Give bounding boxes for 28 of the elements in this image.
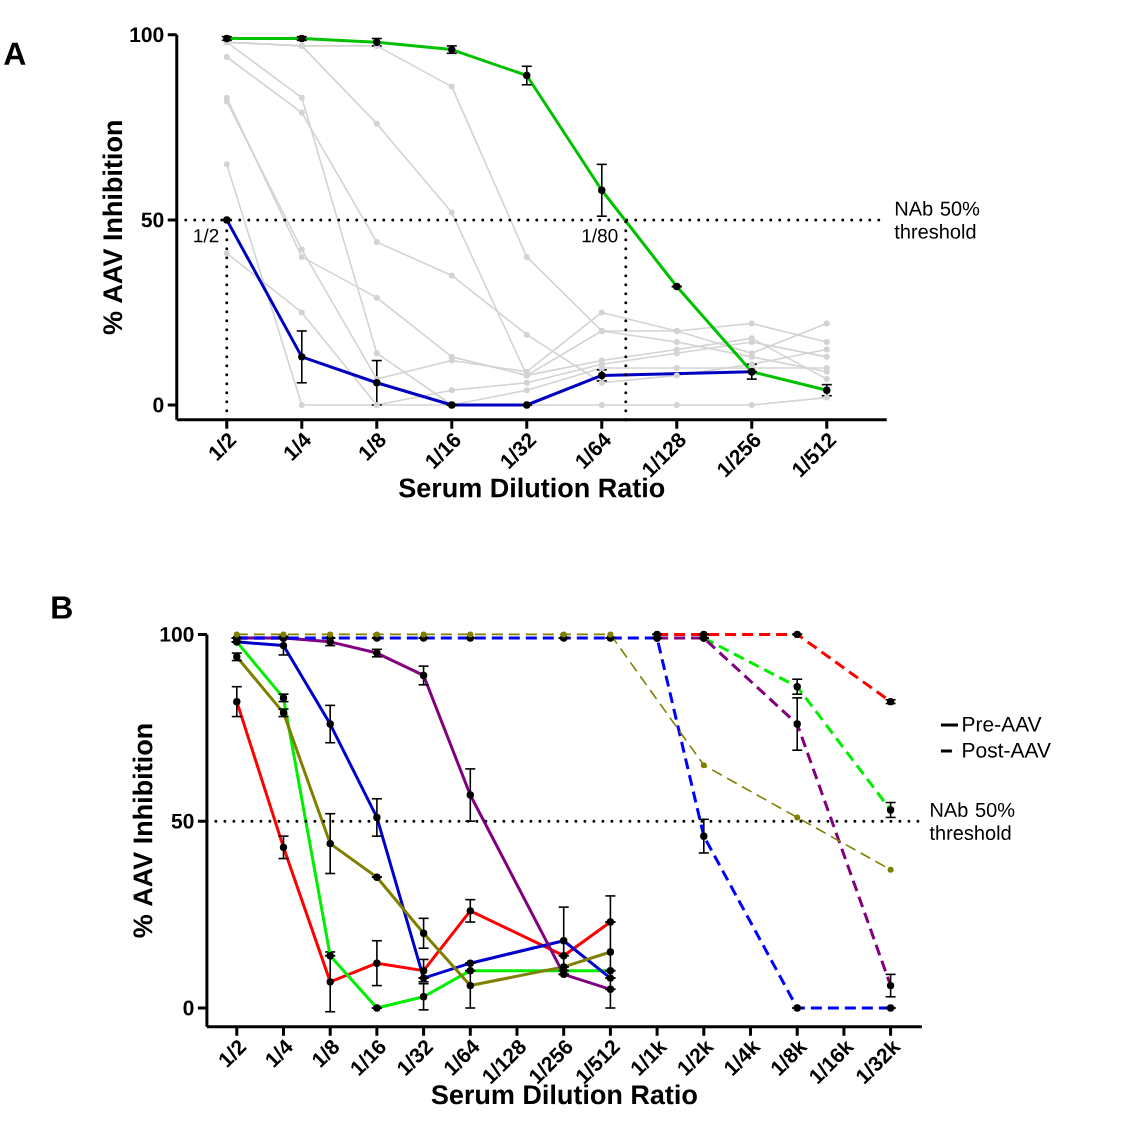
x-tick-label: 1/8 bbox=[312, 1040, 340, 1068]
ref-line-label: NAb 50% threshold bbox=[929, 802, 1015, 841]
x-tick-label: 1/2 bbox=[219, 1040, 248, 1068]
legend-label: Post-AAV bbox=[963, 742, 1051, 758]
x-axis-title: Serum Dilution Ratio bbox=[431, 1084, 697, 1105]
y-tick-label: 50 bbox=[171, 813, 194, 829]
x-tick-label: 1/4 bbox=[284, 432, 312, 461]
y-tick-label: 100 bbox=[130, 27, 164, 43]
ref-line-label: 1/2 bbox=[194, 228, 219, 243]
x-tick-label: 1/1k bbox=[631, 1040, 668, 1077]
chart-title: A bbox=[4, 42, 26, 65]
y-axis-title: % AAV Inhibition bbox=[132, 724, 153, 938]
chart-title: B bbox=[52, 596, 72, 619]
legend-label: Pre-AAV bbox=[963, 717, 1042, 732]
y-tick-label: 0 bbox=[153, 397, 164, 413]
x-tick-label: 1/8 bbox=[359, 433, 386, 461]
x-tick-label: 1/2 bbox=[209, 433, 238, 461]
ref-line-label: NAb 50% threshold bbox=[894, 201, 980, 239]
x-axis-title: Serum Dilution Ratio bbox=[399, 477, 665, 498]
x-tick-label: 1/8k bbox=[771, 1040, 809, 1077]
x-tick-label: 1/4k bbox=[724, 1040, 762, 1077]
x-tick-label: 1/2k bbox=[678, 1040, 715, 1077]
annotation: 1/80 bbox=[582, 228, 618, 243]
y-tick-label: 0 bbox=[183, 1000, 194, 1016]
y-axis-title: % AAV Inhibition bbox=[102, 121, 123, 335]
y-tick-label: 50 bbox=[141, 212, 164, 228]
y-tick-label: 100 bbox=[160, 626, 194, 642]
x-tick-label: 1/4 bbox=[266, 1039, 293, 1068]
